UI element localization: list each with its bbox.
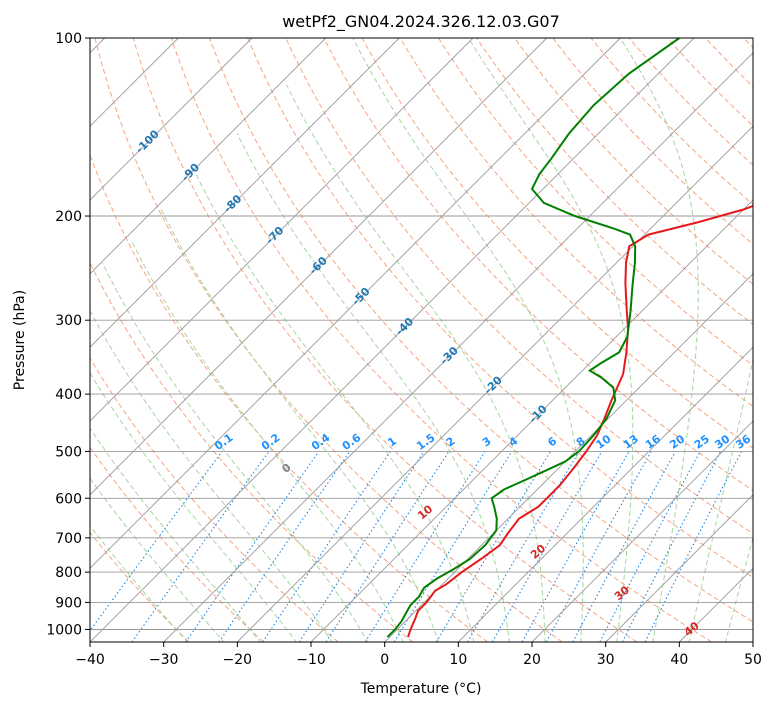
isotherm-line xyxy=(90,38,400,348)
mixing-ratio-line xyxy=(545,451,652,642)
y-axis-label: Pressure (hPa) xyxy=(12,290,28,390)
isotherm-line xyxy=(236,125,753,642)
dewpoint-profile-line xyxy=(386,38,680,638)
isotherm-line xyxy=(384,273,753,642)
profile-lines xyxy=(386,38,753,638)
y-tick-label: 900 xyxy=(55,595,82,611)
x-tick-label: 40 xyxy=(670,652,688,668)
mixing-ratio-line xyxy=(621,451,722,642)
x-axis-label: Temperature (°C) xyxy=(360,681,482,697)
isotherm-line xyxy=(752,641,753,642)
y-tick-label: 300 xyxy=(55,313,82,329)
isotherm-line xyxy=(90,38,253,201)
moist-adiabat xyxy=(90,427,261,642)
mixing-ratio-line xyxy=(90,451,223,632)
moist-adiabat xyxy=(130,240,404,642)
moist-adiabat xyxy=(725,535,753,642)
x-tick-label: 0 xyxy=(380,652,389,668)
mixing-ratio-line xyxy=(572,451,676,642)
y-tick-label: 500 xyxy=(55,444,82,460)
x-tick-label: −40 xyxy=(75,652,105,668)
mixing-ratio-line xyxy=(521,451,630,642)
dry-adiabat xyxy=(437,38,753,366)
y-tick-label: 400 xyxy=(55,387,82,403)
dry-adiabat xyxy=(552,38,753,245)
isotherm-line xyxy=(163,52,753,642)
dry-adiabat xyxy=(132,38,638,642)
y-tick-label: 800 xyxy=(55,565,82,581)
moist-adiabat xyxy=(160,209,440,642)
mixing-ratio-line xyxy=(218,451,351,642)
moist-adiabat xyxy=(688,356,753,642)
dry-adiabat xyxy=(90,531,190,642)
dry-adiabat xyxy=(90,357,339,642)
isotherm-line xyxy=(90,38,621,569)
dry-adiabat xyxy=(90,261,414,642)
mixing-ratio-line xyxy=(298,451,425,642)
moist-adiabat xyxy=(101,262,369,642)
y-tick-label: 200 xyxy=(55,209,82,225)
temperature-profile-line xyxy=(407,204,753,638)
dry-adiabat xyxy=(361,38,753,449)
mixing-ratio-line xyxy=(262,451,391,642)
dry-adiabat xyxy=(209,38,753,623)
y-tick-label: 1000 xyxy=(46,622,82,638)
moist-adiabat xyxy=(90,477,225,642)
plot-frame xyxy=(89,37,754,643)
moist-adiabat xyxy=(90,309,333,642)
x-tick-label: −30 xyxy=(149,652,179,668)
dry-adiabat xyxy=(170,38,712,642)
x-tick-label: 30 xyxy=(597,652,615,668)
mixing-ratio-line xyxy=(185,451,320,642)
x-tick-label: −10 xyxy=(296,652,326,668)
plot-background xyxy=(90,38,753,642)
dry-adiabat xyxy=(323,38,753,492)
x-tick-label: 20 xyxy=(523,652,541,668)
moist-adiabat xyxy=(90,524,188,642)
mixing-ratio-line xyxy=(644,451,742,642)
moist-adiabat xyxy=(468,38,634,642)
x-tick-label: 10 xyxy=(449,652,467,668)
dry-adiabat xyxy=(399,38,753,408)
mixing-ratio-line xyxy=(325,451,450,642)
moist-adiabat xyxy=(90,372,297,642)
y-tick-label: 100 xyxy=(55,31,82,47)
isotherm-line xyxy=(531,420,753,642)
isotherm-line xyxy=(457,346,753,642)
moist-adiabat xyxy=(236,133,510,642)
isotherm-line xyxy=(90,38,548,496)
background-lines xyxy=(90,38,753,642)
y-tick-label: 600 xyxy=(55,491,82,507)
y-tick-label: 700 xyxy=(55,531,82,547)
isotherm-line xyxy=(90,38,327,275)
dry-adiabat xyxy=(247,38,753,578)
isotherm-line xyxy=(90,38,695,642)
x-tick-label: −20 xyxy=(223,652,253,668)
isotherm-line xyxy=(310,199,753,642)
x-tick-label: 50 xyxy=(744,652,762,668)
chart-title: wetPf2_GN04.2024.326.12.03.G07 xyxy=(282,12,560,32)
moist-adiabat xyxy=(619,38,699,642)
isotherm-line xyxy=(90,38,474,422)
dry-adiabat xyxy=(285,38,753,535)
dry-adiabat xyxy=(628,38,753,166)
axes: −40 −30 −20 −10 0 10 20 30 40 50 100 200 300 400 500 60… xyxy=(46,31,762,668)
isotherm-line xyxy=(605,494,753,642)
mixing-ratio-line xyxy=(393,451,513,642)
